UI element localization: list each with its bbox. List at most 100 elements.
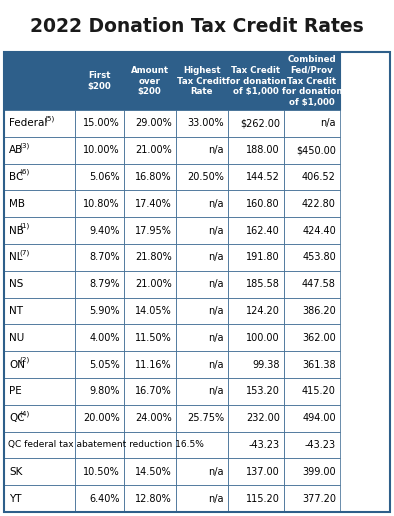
Text: 447.58: 447.58 bbox=[302, 279, 336, 289]
Text: YT: YT bbox=[9, 494, 22, 504]
Text: (7): (7) bbox=[19, 249, 29, 256]
Text: 5.06%: 5.06% bbox=[89, 172, 120, 182]
Text: 12.80%: 12.80% bbox=[135, 494, 172, 504]
Text: NU: NU bbox=[9, 333, 24, 343]
Text: 21.00%: 21.00% bbox=[135, 145, 172, 155]
Text: n/a: n/a bbox=[208, 494, 224, 504]
Bar bbox=[4, 298, 75, 325]
Text: NS: NS bbox=[9, 279, 23, 289]
Text: Combined
Fed/Prov
Tax Credit
for donation
of $1,000: Combined Fed/Prov Tax Credit for donatio… bbox=[282, 55, 342, 107]
Text: PE: PE bbox=[9, 386, 22, 396]
Bar bbox=[284, 137, 340, 164]
Bar bbox=[124, 271, 176, 298]
Bar bbox=[176, 271, 228, 298]
Bar bbox=[284, 217, 340, 244]
Bar bbox=[75, 217, 124, 244]
Bar bbox=[284, 405, 340, 431]
Text: 17.40%: 17.40% bbox=[135, 199, 172, 209]
Bar bbox=[124, 431, 176, 458]
Bar bbox=[284, 325, 340, 351]
Bar bbox=[176, 485, 228, 512]
Text: NL: NL bbox=[9, 252, 22, 263]
Bar bbox=[4, 458, 75, 485]
Text: 153.20: 153.20 bbox=[246, 386, 280, 396]
Bar bbox=[284, 431, 340, 458]
Text: 8.70%: 8.70% bbox=[89, 252, 120, 263]
Bar bbox=[284, 271, 340, 298]
Bar bbox=[228, 405, 284, 431]
Bar bbox=[284, 378, 340, 405]
Bar bbox=[124, 52, 176, 110]
Text: n/a: n/a bbox=[208, 333, 224, 343]
Text: $262.00: $262.00 bbox=[240, 118, 280, 128]
Bar bbox=[124, 298, 176, 325]
Bar bbox=[75, 298, 124, 325]
Text: (4): (4) bbox=[19, 410, 29, 416]
Text: 144.52: 144.52 bbox=[246, 172, 280, 182]
Text: n/a: n/a bbox=[208, 199, 224, 209]
Bar bbox=[75, 485, 124, 512]
Bar bbox=[228, 325, 284, 351]
Text: First
$200: First $200 bbox=[87, 71, 112, 91]
Bar bbox=[284, 458, 340, 485]
Bar bbox=[75, 458, 124, 485]
Text: 137.00: 137.00 bbox=[246, 467, 280, 477]
Bar bbox=[4, 52, 75, 110]
Bar bbox=[75, 431, 124, 458]
Bar bbox=[4, 110, 75, 137]
Text: 124.20: 124.20 bbox=[246, 306, 280, 316]
Bar bbox=[124, 217, 176, 244]
Bar bbox=[228, 378, 284, 405]
Text: -43.23: -43.23 bbox=[305, 440, 336, 450]
Bar bbox=[4, 271, 75, 298]
Bar bbox=[75, 405, 124, 431]
Bar bbox=[176, 52, 228, 110]
Text: 422.80: 422.80 bbox=[302, 199, 336, 209]
Bar bbox=[75, 110, 124, 137]
Bar bbox=[75, 378, 124, 405]
Bar bbox=[228, 431, 284, 458]
Bar bbox=[4, 244, 75, 271]
Bar bbox=[228, 458, 284, 485]
Bar bbox=[4, 164, 75, 190]
Bar bbox=[284, 298, 340, 325]
Text: n/a: n/a bbox=[208, 279, 224, 289]
Text: 424.40: 424.40 bbox=[302, 225, 336, 236]
Text: 8.79%: 8.79% bbox=[89, 279, 120, 289]
Text: 453.80: 453.80 bbox=[302, 252, 336, 263]
Text: 11.16%: 11.16% bbox=[135, 360, 172, 369]
Bar bbox=[228, 217, 284, 244]
Text: 14.05%: 14.05% bbox=[135, 306, 172, 316]
Bar bbox=[176, 351, 228, 378]
Bar bbox=[124, 458, 176, 485]
Bar bbox=[228, 351, 284, 378]
Bar bbox=[4, 217, 75, 244]
Text: 16.80%: 16.80% bbox=[135, 172, 172, 182]
Text: 6.40%: 6.40% bbox=[89, 494, 120, 504]
Bar bbox=[284, 351, 340, 378]
Text: $450.00: $450.00 bbox=[296, 145, 336, 155]
Text: 99.38: 99.38 bbox=[252, 360, 280, 369]
Text: 406.52: 406.52 bbox=[302, 172, 336, 182]
Text: Highest
Tax Credit
Rate: Highest Tax Credit Rate bbox=[177, 66, 227, 96]
Bar bbox=[176, 110, 228, 137]
Text: 16.70%: 16.70% bbox=[135, 386, 172, 396]
Text: 162.40: 162.40 bbox=[246, 225, 280, 236]
Bar bbox=[124, 351, 176, 378]
Bar bbox=[228, 137, 284, 164]
Bar bbox=[284, 190, 340, 217]
Text: AB: AB bbox=[9, 145, 23, 155]
Bar bbox=[176, 190, 228, 217]
Bar bbox=[228, 52, 284, 110]
Bar bbox=[4, 485, 75, 512]
Bar bbox=[176, 164, 228, 190]
Text: 11.50%: 11.50% bbox=[135, 333, 172, 343]
Bar bbox=[124, 405, 176, 431]
Text: 5.05%: 5.05% bbox=[89, 360, 120, 369]
Text: n/a: n/a bbox=[208, 225, 224, 236]
Text: 100.00: 100.00 bbox=[246, 333, 280, 343]
Bar bbox=[176, 217, 228, 244]
Bar bbox=[284, 485, 340, 512]
Text: n/a: n/a bbox=[208, 360, 224, 369]
Text: (3): (3) bbox=[19, 142, 29, 149]
